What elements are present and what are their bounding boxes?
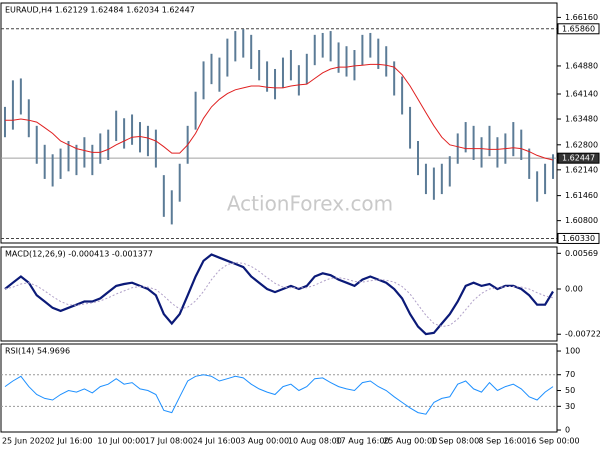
y-tick-label: 100 xyxy=(565,347,580,356)
x-tick-label: 17 Aug 16:00 xyxy=(336,437,390,446)
panel-title: EURAUD,H4 1.62129 1.62484 1.62034 1.6244… xyxy=(5,6,195,15)
moving-average xyxy=(5,63,554,161)
x-tick-label: 24 Jul 16:00 xyxy=(193,437,241,446)
macd-line xyxy=(4,253,554,336)
y-tick-label: 1.60800 xyxy=(565,216,598,225)
x-tick-label: 16 Sep 00:00 xyxy=(526,437,579,446)
y-tick-label: 70 xyxy=(565,370,575,379)
level-box xyxy=(557,232,600,244)
y-tick-label: 0 xyxy=(565,426,570,435)
panel-frame xyxy=(0,343,558,433)
y-tick-label: 0.00 xyxy=(565,284,583,293)
y-tick-label: 1.62800 xyxy=(565,140,598,149)
y-tick-label: 1.64880 xyxy=(565,61,598,70)
macd-line xyxy=(4,262,554,328)
x-tick-label: 17 Jul 08:00 xyxy=(145,437,193,446)
level-label: 1.60330 xyxy=(562,234,595,243)
panel-title: MACD(12,26,9) -0.000413 -0.001377 xyxy=(5,250,153,259)
panel-frame xyxy=(0,246,558,342)
y-tick-label: 50 xyxy=(565,386,575,395)
level-box xyxy=(557,152,600,164)
y-tick-label: -0.00722 xyxy=(565,330,600,339)
y-tick-label: 1.66160 xyxy=(565,13,598,22)
y-tick-label: 0.00569 xyxy=(565,249,598,258)
y-tick-label: 1.63480 xyxy=(565,115,598,124)
x-tick-label: 10 Aug 08:00 xyxy=(288,437,342,446)
y-tick-label: 1.61460 xyxy=(565,191,598,200)
level-box xyxy=(557,23,600,35)
x-tick-label: 2 Jul 16:00 xyxy=(50,437,93,446)
y-tick-label: 1.62140 xyxy=(565,165,598,174)
x-tick-label: 3 Aug 00:00 xyxy=(240,437,289,446)
panel-title: RSI(14) 54.9696 xyxy=(5,347,70,356)
y-tick-label: 30 xyxy=(565,402,575,411)
x-tick-label: 1 Sep 08:00 xyxy=(431,437,479,446)
rsi-line xyxy=(4,374,554,415)
x-tick-label: 10 Jul 00:00 xyxy=(97,437,145,446)
level-label: 1.65860 xyxy=(562,24,595,33)
y-tick-label: 1.64140 xyxy=(565,89,598,98)
watermark: ActionForex.com xyxy=(227,192,393,216)
x-tick-label: 25 Aug 00:00 xyxy=(383,437,437,446)
x-tick-label: 8 Sep 16:00 xyxy=(479,437,527,446)
level-label: 1.62447 xyxy=(562,154,595,163)
panel-frame xyxy=(0,2,558,244)
x-tick-label: 25 Jun 2020 xyxy=(2,437,50,446)
